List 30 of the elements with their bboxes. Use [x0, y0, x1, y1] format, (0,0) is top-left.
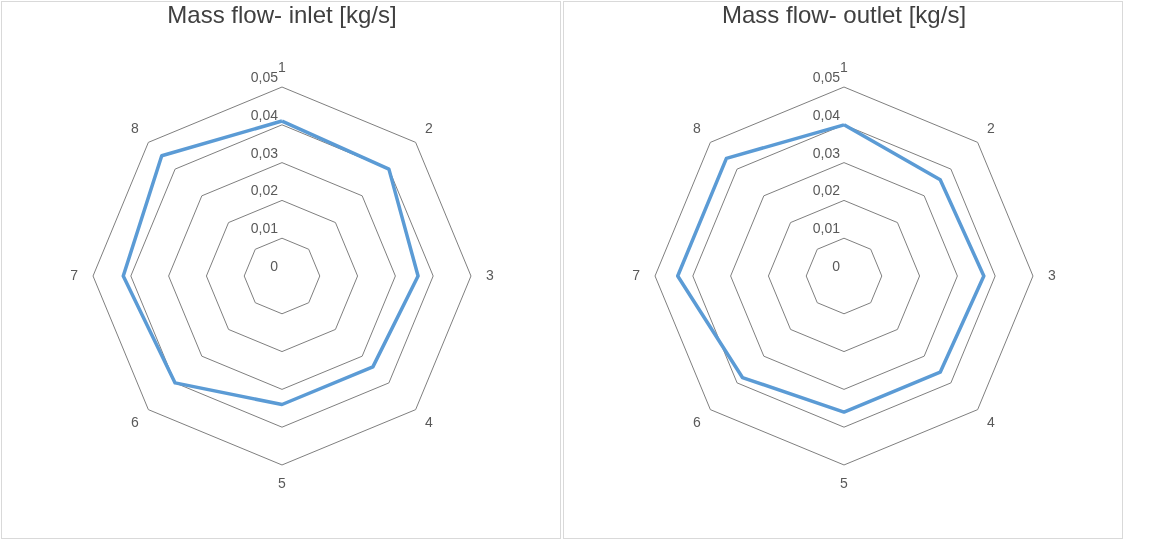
spoke-label: 1: [278, 59, 287, 76]
spoke-label: 5: [278, 474, 287, 491]
spoke-label: 4: [425, 413, 434, 430]
spoke-label: 8: [693, 120, 702, 137]
chart-title: Mass flow- outlet [kg/s]: [721, 1, 967, 28]
spoke-label: 5: [840, 474, 849, 491]
chart-title: Mass flow- inlet [kg/s]: [167, 1, 397, 28]
y-tick-label: 0,03: [250, 144, 279, 161]
spoke-label: 2: [987, 120, 996, 137]
y-tick-label: 0,05: [250, 69, 279, 86]
spoke-label: 6: [693, 413, 702, 430]
y-tick-label: 0,02: [812, 182, 841, 199]
y-tick-label: 0: [270, 258, 279, 274]
y-tick-label: 0,02: [250, 182, 279, 199]
y-tick-label: 0,03: [812, 144, 841, 161]
y-tick-label: 0: [832, 258, 841, 274]
spoke-label: 1: [840, 59, 849, 76]
y-tick-label: 0,04: [250, 106, 279, 123]
y-tick-label: 0,01: [812, 220, 841, 237]
spoke-label: 6: [131, 413, 140, 430]
spoke-label: 8: [131, 120, 140, 137]
spoke-label: 3: [485, 267, 494, 283]
spoke-label: 3: [1047, 267, 1056, 283]
y-tick-label: 0,04: [812, 106, 841, 123]
y-tick-label: 0,05: [812, 69, 841, 86]
spoke-label: 7: [632, 267, 641, 283]
y-tick-label: 0,01: [250, 220, 279, 237]
spoke-label: 2: [425, 120, 434, 137]
spoke-label: 4: [987, 413, 996, 430]
spoke-label: 7: [70, 267, 79, 283]
